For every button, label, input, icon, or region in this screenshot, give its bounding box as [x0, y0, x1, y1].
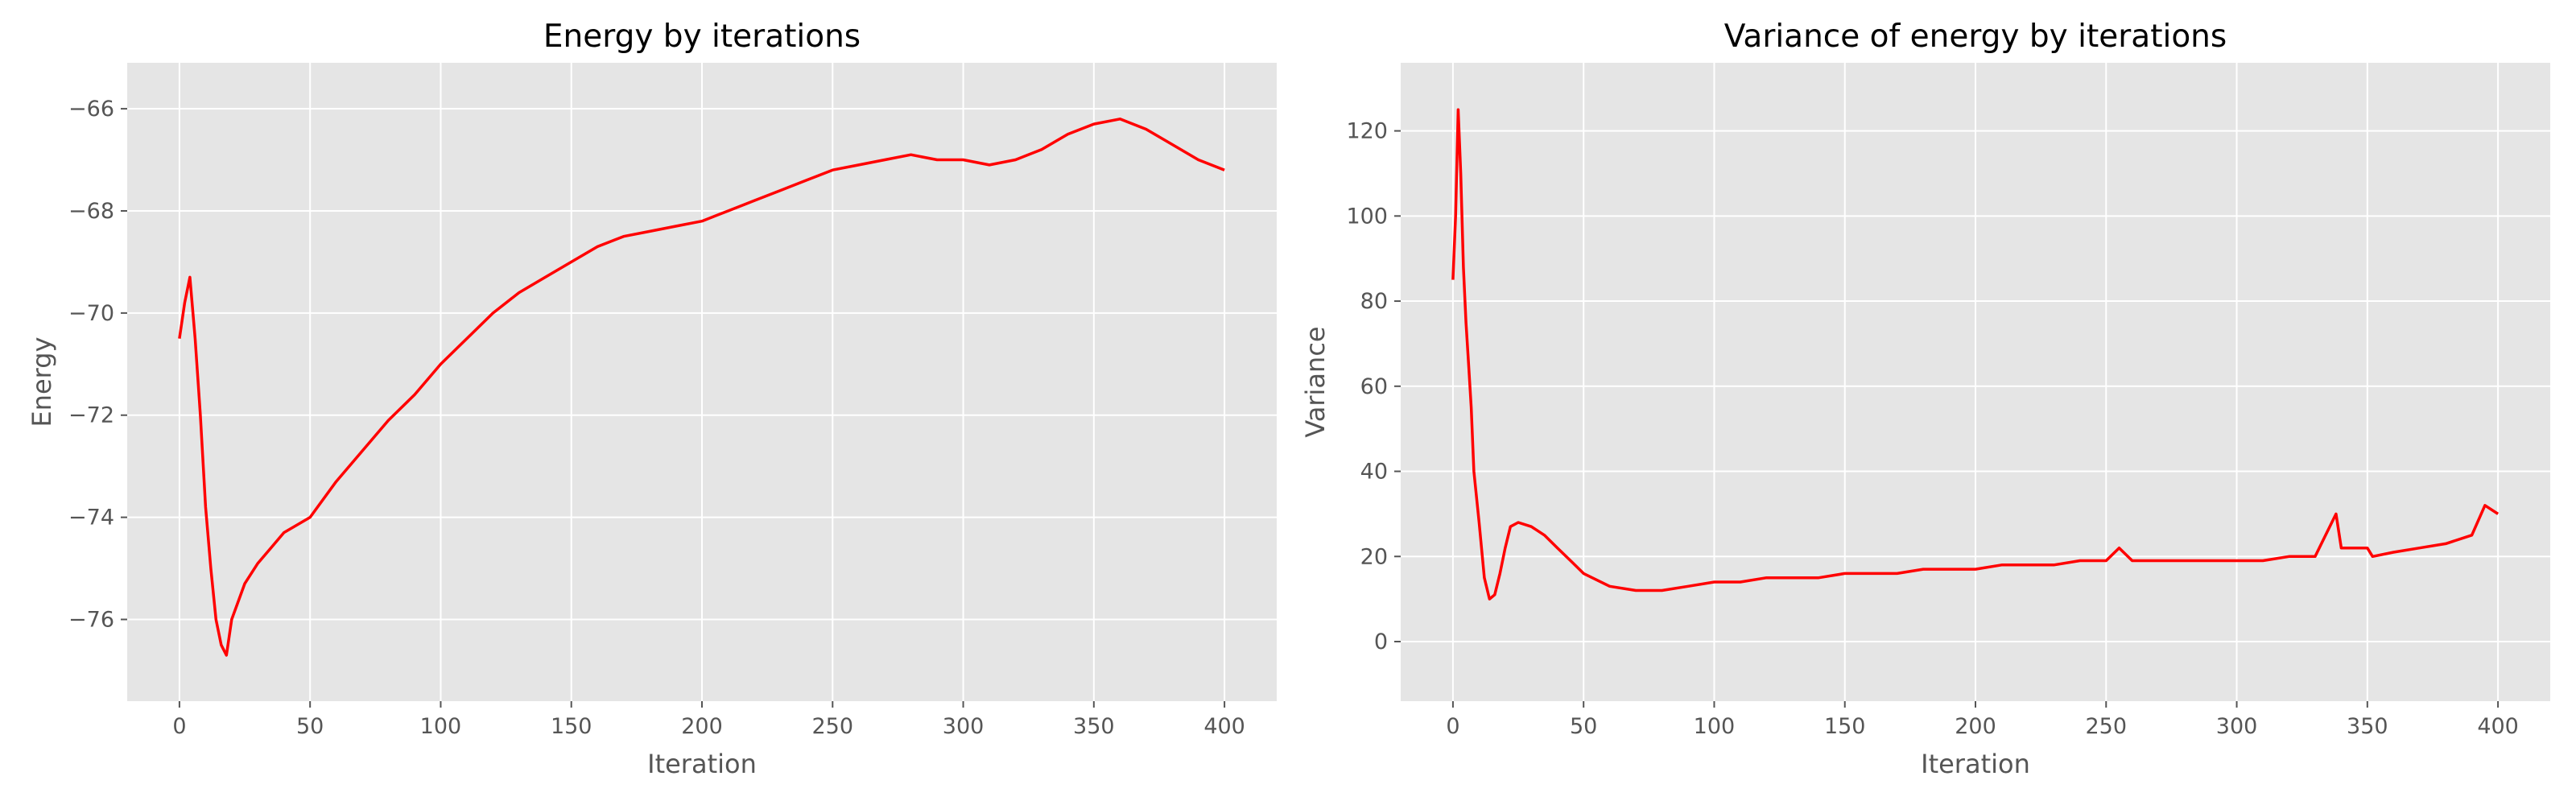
- y-tick-label: 20: [1360, 544, 1388, 569]
- y-tick-label: 120: [1346, 119, 1388, 144]
- series-line-1: [178, 118, 1225, 657]
- x-tick-label: 100: [1694, 714, 1736, 739]
- x-tick-label: 150: [1824, 714, 1866, 739]
- x-tick-label: 200: [1955, 714, 1996, 739]
- y-tick-label: −76: [68, 607, 114, 632]
- y-tick-label: 100: [1346, 204, 1388, 229]
- x-tick-label: 400: [2477, 714, 2519, 739]
- x-axis-label: Iteration: [647, 749, 757, 779]
- series-line-1: [1451, 108, 2500, 601]
- x-tick-label: 250: [811, 714, 853, 739]
- y-tick-label: −66: [68, 97, 114, 122]
- y-tick-label: −74: [68, 506, 114, 530]
- x-tick-label: 200: [681, 714, 723, 739]
- x-tick-label: 300: [943, 714, 985, 739]
- y-tick-label: −68: [68, 199, 114, 224]
- x-tick-label: 300: [2216, 714, 2258, 739]
- y-axis-label: Energy: [27, 336, 57, 427]
- x-tick-label: 50: [1570, 714, 1597, 739]
- x-tick-label: 100: [420, 714, 462, 739]
- x-tick-label: 0: [1446, 714, 1459, 739]
- chart-2: 0 50 100 150 200 250 300 350 400 0 20 40 60 80 100 120 V…: [1300, 19, 2550, 779]
- x-axis-label: Iteration: [1921, 749, 2030, 779]
- chart-title: Variance of energy by iterations: [1724, 19, 2227, 55]
- x-tick-label: 0: [172, 714, 186, 739]
- x-tick-label: 150: [551, 714, 592, 739]
- x-tick-label: 250: [2085, 714, 2127, 739]
- x-tick-label: 50: [296, 714, 324, 739]
- x-tick-label: 350: [1073, 714, 1115, 739]
- x-tick-label: 350: [2347, 714, 2388, 739]
- y-tick-label: −70: [68, 301, 114, 326]
- y-tick-label: 80: [1360, 289, 1388, 314]
- x-tick-label: 400: [1203, 714, 1245, 739]
- y-tick-label: 60: [1360, 374, 1388, 399]
- chart-1: 0 50 100 150 200 250 300 350 400 −76 −74 −72 −70 −68 −…: [27, 19, 1277, 779]
- y-tick-label: 40: [1360, 460, 1388, 485]
- y-axis-label: Variance: [1300, 326, 1331, 437]
- chart-title: Energy by iterations: [543, 19, 861, 55]
- y-tick-label: 0: [1374, 630, 1388, 654]
- y-tick-label: −72: [68, 403, 114, 428]
